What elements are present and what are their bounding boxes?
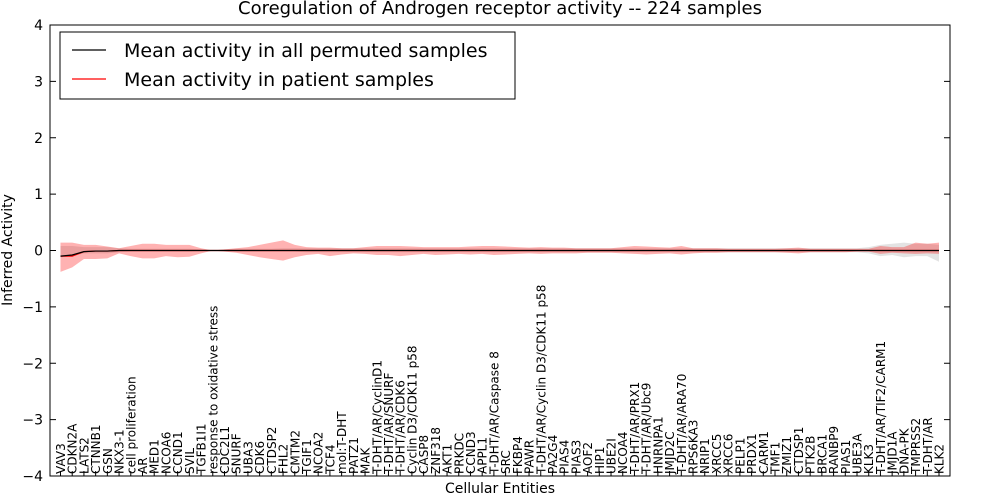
x-tick-label: AOF2	[581, 442, 595, 474]
y-tick-label: −3	[22, 413, 43, 429]
x-tick-label: GSN	[101, 448, 115, 474]
x-tick-label: RPS6KA3	[687, 420, 701, 474]
x-tick-label: PELP1	[733, 438, 747, 474]
x-tick-label: PAWR	[523, 440, 537, 474]
x-tick-label: TGFB1I1	[195, 423, 209, 475]
y-tick-label: −4	[22, 469, 43, 485]
x-tick-label: PATZ1	[347, 437, 361, 474]
legend-box	[59, 31, 516, 100]
x-tick-label: response to oxidative stress	[206, 306, 220, 474]
x-tick-label: PIAS4	[558, 440, 572, 474]
x-tick-label: DNA-PK	[897, 427, 911, 474]
x-tick-label: CTDSP2	[265, 427, 279, 474]
x-tick-label: HNRNPA1	[651, 416, 665, 474]
x-tick-label: UBE2I	[605, 438, 619, 474]
x-tick-label: ZNF318	[429, 427, 443, 474]
y-tick-label: 4	[34, 18, 43, 34]
x-tick-label: CTDSP1	[792, 427, 806, 474]
x-tick-label: CDC2L1	[218, 426, 232, 474]
legend-label-patient: Mean activity in patient samples	[124, 69, 434, 91]
x-tick-label: CARM1	[757, 431, 771, 474]
x-tick-label: JMJD2C	[663, 431, 677, 475]
x-tick-label: MED1	[148, 439, 162, 474]
x-tick-label: TMF1	[769, 442, 783, 475]
x-tick-label: UBE3A	[851, 433, 865, 474]
x-tick-label: CDKN2A	[66, 423, 80, 474]
x-tick-label: T-DHT/AR/ARA70	[675, 374, 689, 475]
x-tick-label: CTNNB1	[89, 424, 103, 474]
x-tick-label: FKBP4	[511, 436, 525, 474]
chart-title: Coregulation of Androgen receptor activi…	[238, 0, 762, 19]
x-tick-label: MAK	[359, 446, 373, 474]
x-tick-label: TCF4	[323, 444, 337, 475]
x-tick-label: mol:T-DHT	[335, 411, 349, 474]
x-tick-label: CCND1	[171, 431, 185, 474]
x-tick-label: XRCC6	[722, 434, 736, 474]
x-tick-label: BRCA1	[815, 434, 829, 474]
x-tick-label: T-DHT/AR/Caspase 8	[487, 351, 501, 475]
patient-band	[60, 240, 939, 272]
y-tick-label: 2	[34, 131, 43, 147]
x-tick-label: NKX3-1	[113, 429, 127, 474]
y-tick-label: −2	[22, 356, 43, 372]
x-tick-label: T-DHT/AR/SNURF	[382, 373, 396, 476]
x-tick-label: NRIP1	[698, 438, 712, 474]
y-tick-label: −1	[22, 300, 43, 316]
x-tick-label: APPL1	[476, 437, 490, 474]
y-tick-label: 0	[34, 244, 43, 260]
x-tick-label: KLK3	[862, 444, 876, 474]
x-tick-label: TMPRSS2	[909, 418, 923, 475]
y-tick-label: 1	[34, 187, 43, 203]
x-tick-label: PIAS1	[839, 440, 853, 474]
x-tick-label: PRDX1	[745, 433, 759, 474]
x-axis-label: Cellular Entities	[445, 481, 555, 497]
permuted-mean-line	[60, 249, 939, 257]
x-tick-label: NCOA2	[312, 432, 326, 474]
x-tick-label: VAV3	[54, 443, 68, 474]
x-tick-label: PTK2B	[804, 436, 818, 474]
x-tick-label: SVIL	[183, 448, 197, 474]
x-tick-label: SNURF	[230, 433, 244, 474]
legend-label-permuted: Mean activity in all permuted samples	[124, 40, 487, 62]
x-tick-label: TGIF1	[300, 439, 314, 475]
permuted-band	[60, 242, 939, 262]
x-tick-label: T-DHT/AR/TIF2/CARM1	[874, 341, 888, 475]
x-tick-label: PIAS3	[569, 440, 583, 474]
x-tick-label: JMJD1A	[886, 431, 900, 475]
x-tick-label: T-DHT/AR/Cyclin D3/CDK11 p58	[534, 285, 548, 475]
x-tick-label: KLK2	[933, 444, 947, 474]
y-tick-label: 3	[34, 74, 43, 90]
x-tick-label: T-DHT/AR/CDK6	[394, 380, 408, 475]
x-tick-label: PA2G4	[546, 435, 560, 474]
x-tick-label: Cyclin D3/CDK11 p58	[405, 345, 419, 474]
x-tick-label: CASP8	[417, 435, 431, 474]
x-tick-label: NCOA6	[159, 432, 173, 474]
x-tick-label: CCND3	[464, 431, 478, 474]
x-tick-label: CDK6	[253, 441, 267, 474]
x-tick-label: T-DHT/AR/PRX1	[628, 382, 642, 475]
x-tick-label: T-DHT/AR	[921, 417, 935, 475]
x-tick-label: LATS2	[77, 437, 91, 474]
x-tick-label: FHL2	[277, 444, 291, 474]
x-tick-label: AKT1	[441, 444, 455, 474]
x-tick-label: PRKDC	[452, 433, 466, 474]
x-tick-label: RANBP9	[827, 426, 841, 474]
x-tick-label: AR	[136, 457, 150, 474]
x-tick-label: T-DHT/AR/CyclinD1	[370, 360, 384, 475]
x-tick-label: SRC	[499, 450, 513, 474]
x-tick-label: XRCC5	[710, 434, 724, 474]
x-tick-label: ZMIZ1	[780, 436, 794, 474]
x-tick-label: NCOA4	[616, 432, 630, 474]
x-tick-label: UBA3	[241, 441, 255, 474]
x-tick-label: CMTM2	[288, 430, 302, 474]
legend: Mean activity in all permuted samples Me…	[59, 31, 516, 100]
x-tick-label: HIP1	[593, 447, 607, 474]
x-tick-label: T-DHT/AR/Ubc9	[640, 383, 654, 475]
plot-area-frame	[49, 24, 951, 477]
y-axis-label: Inferred Activity	[0, 194, 16, 306]
x-tick-label: cell proliferation	[124, 376, 138, 474]
